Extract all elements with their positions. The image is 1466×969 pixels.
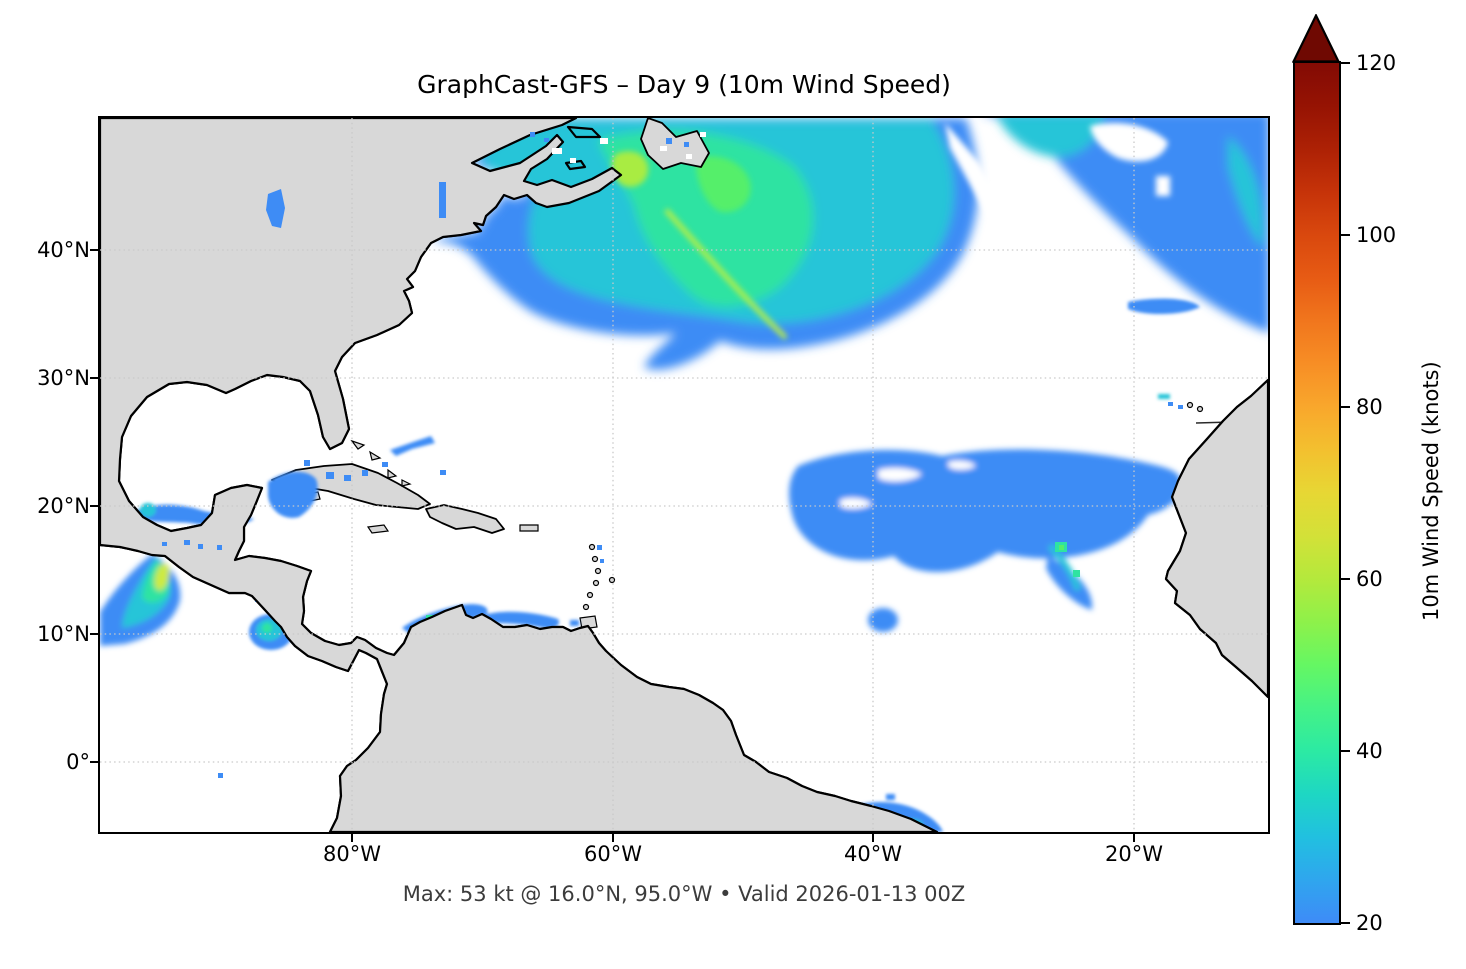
x-tick [351, 834, 353, 842]
island-jamaica [366, 524, 390, 534]
island-anticosti [566, 125, 602, 139]
colorbar-tick [1341, 750, 1350, 752]
colorbar-extend-arrow [1292, 14, 1340, 63]
wind-yucatan-channel [268, 436, 435, 518]
colorbar-tick [1341, 62, 1350, 64]
x-tick-label: 20°W [1105, 842, 1163, 866]
gridlines [100, 118, 1268, 832]
islands-bahamas [350, 439, 412, 487]
wind-nw-atlantic-swath [431, 118, 979, 370]
map-axes [98, 116, 1270, 834]
colorbar-tick-label: 80 [1356, 395, 1383, 419]
colorbar-tick-label: 100 [1356, 223, 1397, 247]
colorbar-tick [1341, 234, 1350, 236]
wind-cape-verde-speck [1055, 542, 1080, 577]
colorbar-tick [1341, 406, 1350, 408]
island-trinidad [579, 615, 598, 630]
y-tick [90, 761, 98, 763]
page-title: GraphCast-GFS – Day 9 (10m Wind Speed) [417, 70, 951, 99]
colorbar-tick-label: 40 [1356, 739, 1383, 763]
atlantic-wind-map [100, 118, 1268, 832]
colorbar-tick [1341, 578, 1350, 580]
islands-canary [1186, 401, 1204, 413]
y-tick-label: 0° [66, 750, 90, 774]
islands-lesser-antilles [579, 543, 616, 630]
y-tick-label: 30°N [37, 366, 90, 390]
x-tick [612, 834, 614, 842]
wind-swath-bright-streaks [611, 151, 788, 340]
wind-land-specks [162, 132, 706, 550]
colorbar [1293, 61, 1341, 925]
x-tick-label: 40°W [844, 842, 902, 866]
x-tick-label: 60°W [584, 842, 642, 866]
island-puerto-rico [519, 524, 539, 532]
island-hispaniola [425, 504, 505, 534]
wind-tehuantepec-jet [100, 554, 181, 646]
wind-lake-michigan [266, 189, 285, 228]
y-tick-label: 40°N [37, 238, 90, 262]
y-tick [90, 505, 98, 507]
x-tick-label: 80°W [323, 842, 381, 866]
colorbar-tick-label: 60 [1356, 567, 1383, 591]
wind-trade-wind-patch [789, 449, 1182, 632]
x-tick [872, 834, 874, 842]
y-tick [90, 377, 98, 379]
wind-subtropical-streak [1128, 298, 1200, 399]
colorbar-tick-label: 20 [1356, 911, 1383, 935]
y-tick-label: 20°N [37, 494, 90, 518]
colorbar-tick [1341, 922, 1350, 924]
wind-ne-patch-gaps [945, 122, 1170, 307]
y-tick [90, 249, 98, 251]
colorbar-axis-label: 10m Wind Speed (knots) [1419, 361, 1443, 621]
x-tick [1133, 834, 1135, 842]
wind-lake-champlain [439, 182, 446, 218]
colorbar-tick-label: 120 [1356, 51, 1397, 75]
caption: Max: 53 kt @ 16.0°N, 95.0°W • Valid 2026… [402, 882, 966, 906]
y-tick-label: 10°N [37, 622, 90, 646]
wind-ne-atlantic-patch [997, 118, 1268, 333]
y-tick [90, 633, 98, 635]
